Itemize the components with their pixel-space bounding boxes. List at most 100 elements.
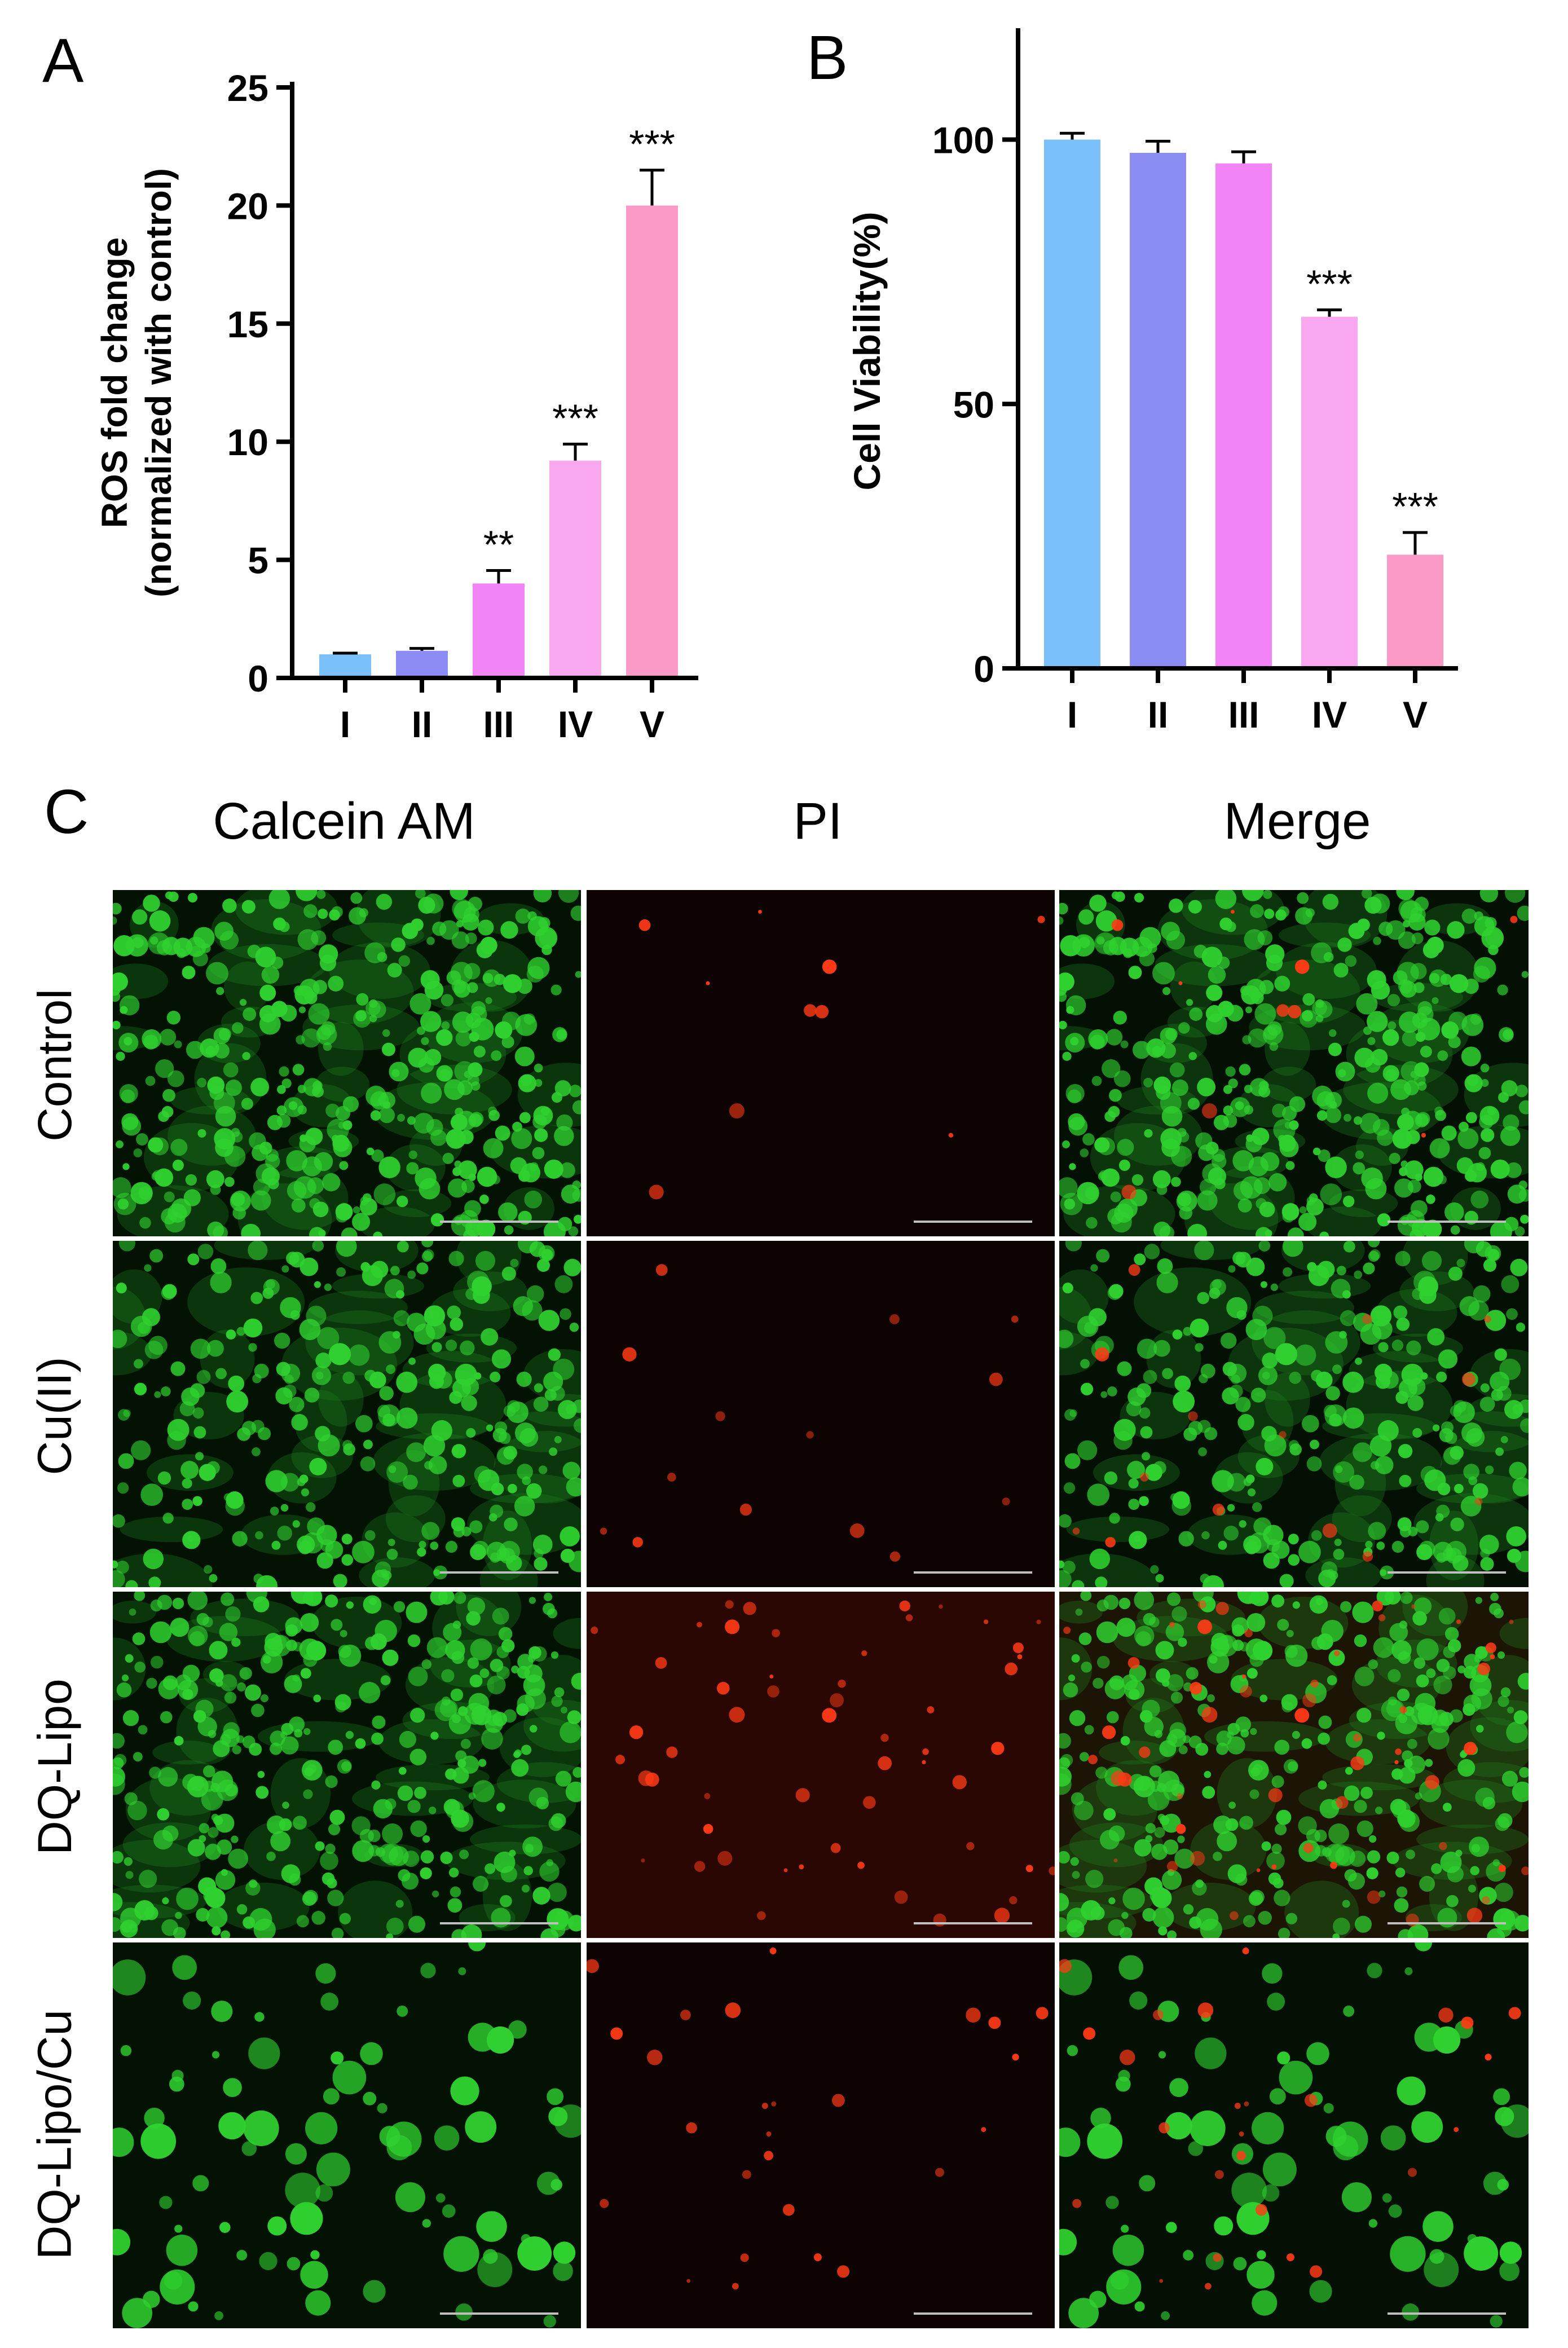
live-cell xyxy=(1395,1867,1406,1878)
live-cell xyxy=(1367,1037,1376,1045)
dead-cell xyxy=(1510,915,1518,923)
dead-cell xyxy=(1276,1004,1289,1017)
live-cell xyxy=(113,1020,121,1030)
live-cell xyxy=(1399,1526,1411,1538)
live-cell xyxy=(1169,1062,1185,1078)
live-cell xyxy=(1156,1085,1171,1100)
live-cell xyxy=(1437,1908,1457,1928)
live-cell xyxy=(1328,1823,1350,1844)
live-cell xyxy=(560,1706,568,1714)
live-cell xyxy=(1344,1869,1357,1882)
live-cell xyxy=(1429,2249,1444,2264)
live-cell xyxy=(1512,1781,1529,1803)
micrograph-background xyxy=(587,1241,1055,1587)
live-cell xyxy=(1217,957,1230,969)
live-cell xyxy=(1265,944,1285,964)
dead-cell xyxy=(739,1503,752,1516)
live-cell xyxy=(1507,1184,1527,1204)
green-cytoplasm-region xyxy=(217,1882,310,1931)
dead-cell xyxy=(1286,2253,1294,2262)
live-cell xyxy=(1179,1206,1192,1220)
live-cell xyxy=(133,1148,143,1157)
live-cell xyxy=(1217,1831,1237,1852)
live-cell xyxy=(1273,1118,1296,1141)
live-cell xyxy=(1479,890,1499,902)
live-cell xyxy=(1169,2078,1188,2098)
live-cell xyxy=(1488,944,1499,955)
live-cell xyxy=(1094,1137,1110,1153)
live-cell xyxy=(212,1926,221,1936)
live-cell xyxy=(1250,991,1264,1005)
live-cell xyxy=(1382,1029,1399,1046)
live-cell xyxy=(1396,1886,1408,1898)
live-cell xyxy=(1464,2236,1499,2271)
live-cell xyxy=(1212,1149,1226,1162)
live-cell xyxy=(1308,1265,1329,1287)
live-cell xyxy=(1362,890,1372,899)
live-cell xyxy=(459,1849,469,1860)
green-cytoplasm-region xyxy=(362,1512,429,1568)
live-cell xyxy=(288,1101,298,1111)
live-cell xyxy=(483,969,501,987)
dead-cell xyxy=(1498,1865,1506,1873)
live-cell xyxy=(1258,1911,1272,1925)
live-cell xyxy=(134,1359,143,1369)
live-cell xyxy=(1279,1574,1294,1587)
dead-cell xyxy=(647,2050,663,2065)
bar-I xyxy=(319,654,371,676)
dead-cell xyxy=(1153,2010,1164,2020)
live-cell xyxy=(1368,1522,1386,1540)
live-cell xyxy=(1079,1752,1089,1762)
live-cell xyxy=(1271,1594,1285,1608)
live-cell xyxy=(1223,1113,1237,1128)
dead-cell xyxy=(725,1600,734,1609)
live-cell xyxy=(201,1788,223,1811)
live-cell xyxy=(303,1789,313,1799)
dead-cell xyxy=(1128,1264,1140,1276)
live-cell xyxy=(448,1250,464,1267)
live-cell xyxy=(170,1139,188,1156)
live-cell xyxy=(1356,993,1378,1015)
dead-cell xyxy=(1406,1913,1419,1927)
live-cell xyxy=(573,1418,581,1433)
live-cell xyxy=(1341,2182,1372,2213)
dead-cell xyxy=(764,2151,773,2161)
live-cell xyxy=(1250,904,1264,918)
dead-cell xyxy=(1271,1864,1277,1870)
dead-cell xyxy=(849,1523,865,1538)
live-cell xyxy=(342,1371,355,1384)
live-cell xyxy=(333,1574,347,1587)
live-cell xyxy=(1356,1820,1373,1837)
live-cell xyxy=(380,1675,391,1685)
live-cell xyxy=(1432,1424,1440,1431)
live-cell xyxy=(116,1051,125,1061)
dead-cell xyxy=(666,1746,678,1758)
live-cell xyxy=(568,1226,579,1236)
live-cell xyxy=(477,1166,497,1187)
live-cell xyxy=(1066,1919,1085,1938)
live-cell xyxy=(244,1684,261,1701)
live-cell xyxy=(224,1493,232,1501)
green-cytoplasm-region xyxy=(315,1067,370,1102)
live-cell xyxy=(452,898,472,919)
live-cell xyxy=(1428,1728,1450,1750)
micrograph-image xyxy=(1059,1592,1529,1938)
live-cell xyxy=(1062,1051,1072,1061)
dead-cell xyxy=(822,959,837,974)
dead-cell xyxy=(632,1537,643,1548)
live-cell xyxy=(280,1504,289,1512)
live-cell xyxy=(517,1241,538,1254)
live-cell xyxy=(1062,1283,1073,1294)
live-cell xyxy=(309,1457,327,1475)
column-header-merge: Merge xyxy=(1223,792,1371,850)
live-cell xyxy=(544,1159,563,1179)
live-cell xyxy=(463,1229,476,1236)
live-cell xyxy=(1085,1870,1104,1888)
live-cell xyxy=(1479,1535,1499,1554)
live-cell xyxy=(301,1760,323,1781)
live-cell xyxy=(327,1118,349,1141)
dead-cell xyxy=(1304,2094,1318,2107)
live-cell xyxy=(328,976,344,992)
live-cell xyxy=(566,1477,581,1497)
scale-bar xyxy=(914,1922,1032,1924)
